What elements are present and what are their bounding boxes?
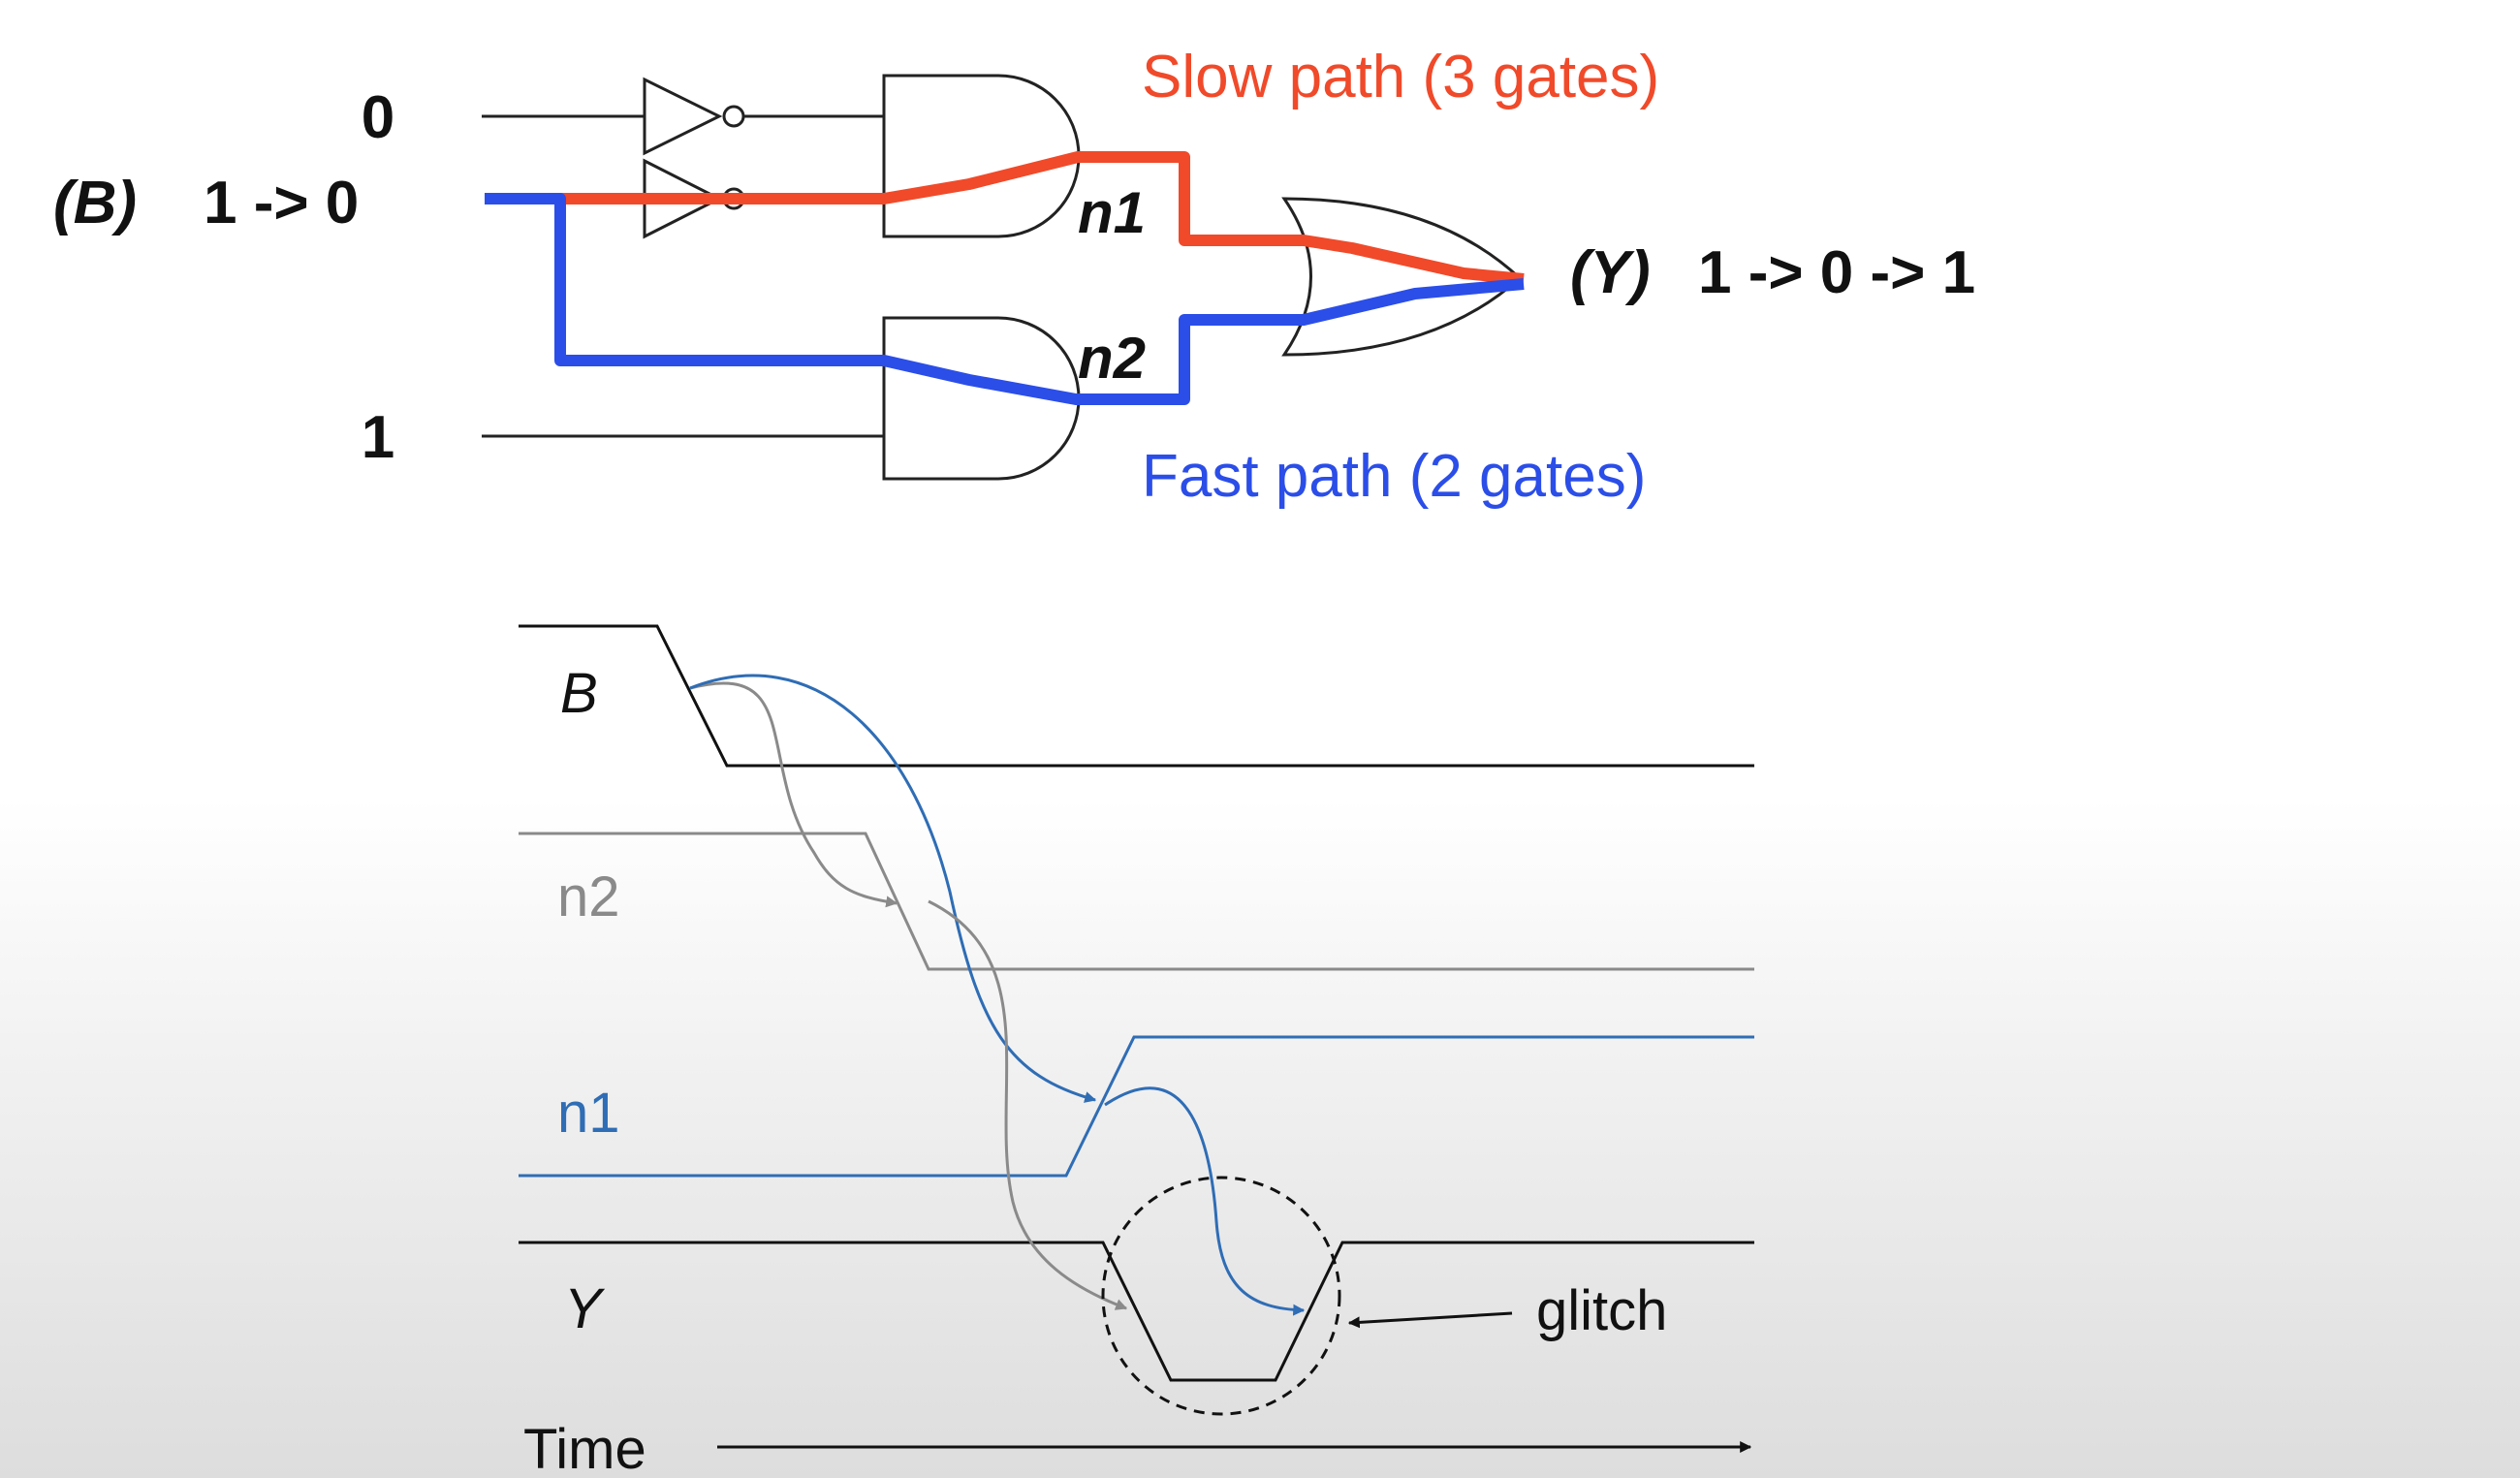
waveform-n2 [519,832,1754,971]
glitch-pointer-arrow [1347,1311,1513,1329]
fast-path-wire [485,193,1525,405]
node-n1-label: n1 [1078,180,1146,245]
arrow-n1-to-y [1104,1086,1306,1316]
waveform-b [519,624,1754,768]
inverter-gate-top [643,77,745,156]
slow-path-label: Slow path (3 gates) [1142,44,1659,110]
circuit-schematic: 0 (B) 1 -> 0 1 n1 n2 (Y) 1 -> 0 -> 1 Slo… [53,44,1975,510]
waveform-y [519,1241,1754,1382]
output-y-value: 1 -> 0 -> 1 [1698,239,1975,306]
output-y-tag: (Y) [1570,239,1651,306]
glitch-label: glitch [1536,1279,1667,1342]
time-axis-label: Time [523,1418,646,1478]
input-bottom-value: 1 [362,404,394,471]
timing-diagram: B n2 n1 Y glitch Time [519,624,1754,1478]
signal-b-label: B [560,662,598,725]
node-n2-label: n2 [1078,326,1146,391]
fast-path-label: Fast path (2 gates) [1142,443,1646,510]
signal-n1-label: n1 [557,1082,620,1145]
input-top-value: 0 [362,84,394,151]
input-b-value: 1 -> 0 [204,170,359,236]
glitch-highlight-circle [1101,1176,1341,1416]
arrow-b-to-n1 [689,674,1097,1103]
arrow-n2-to-y [928,899,1128,1310]
input-b-tag: (B) [53,170,137,236]
waveform-n1 [519,1035,1754,1178]
arrow-b-to-n2 [689,681,898,908]
slow-path-wire [485,151,1525,285]
signal-n2-label: n2 [557,865,620,928]
and-gate-top [882,74,1081,238]
signal-y-label: Y [564,1277,606,1340]
